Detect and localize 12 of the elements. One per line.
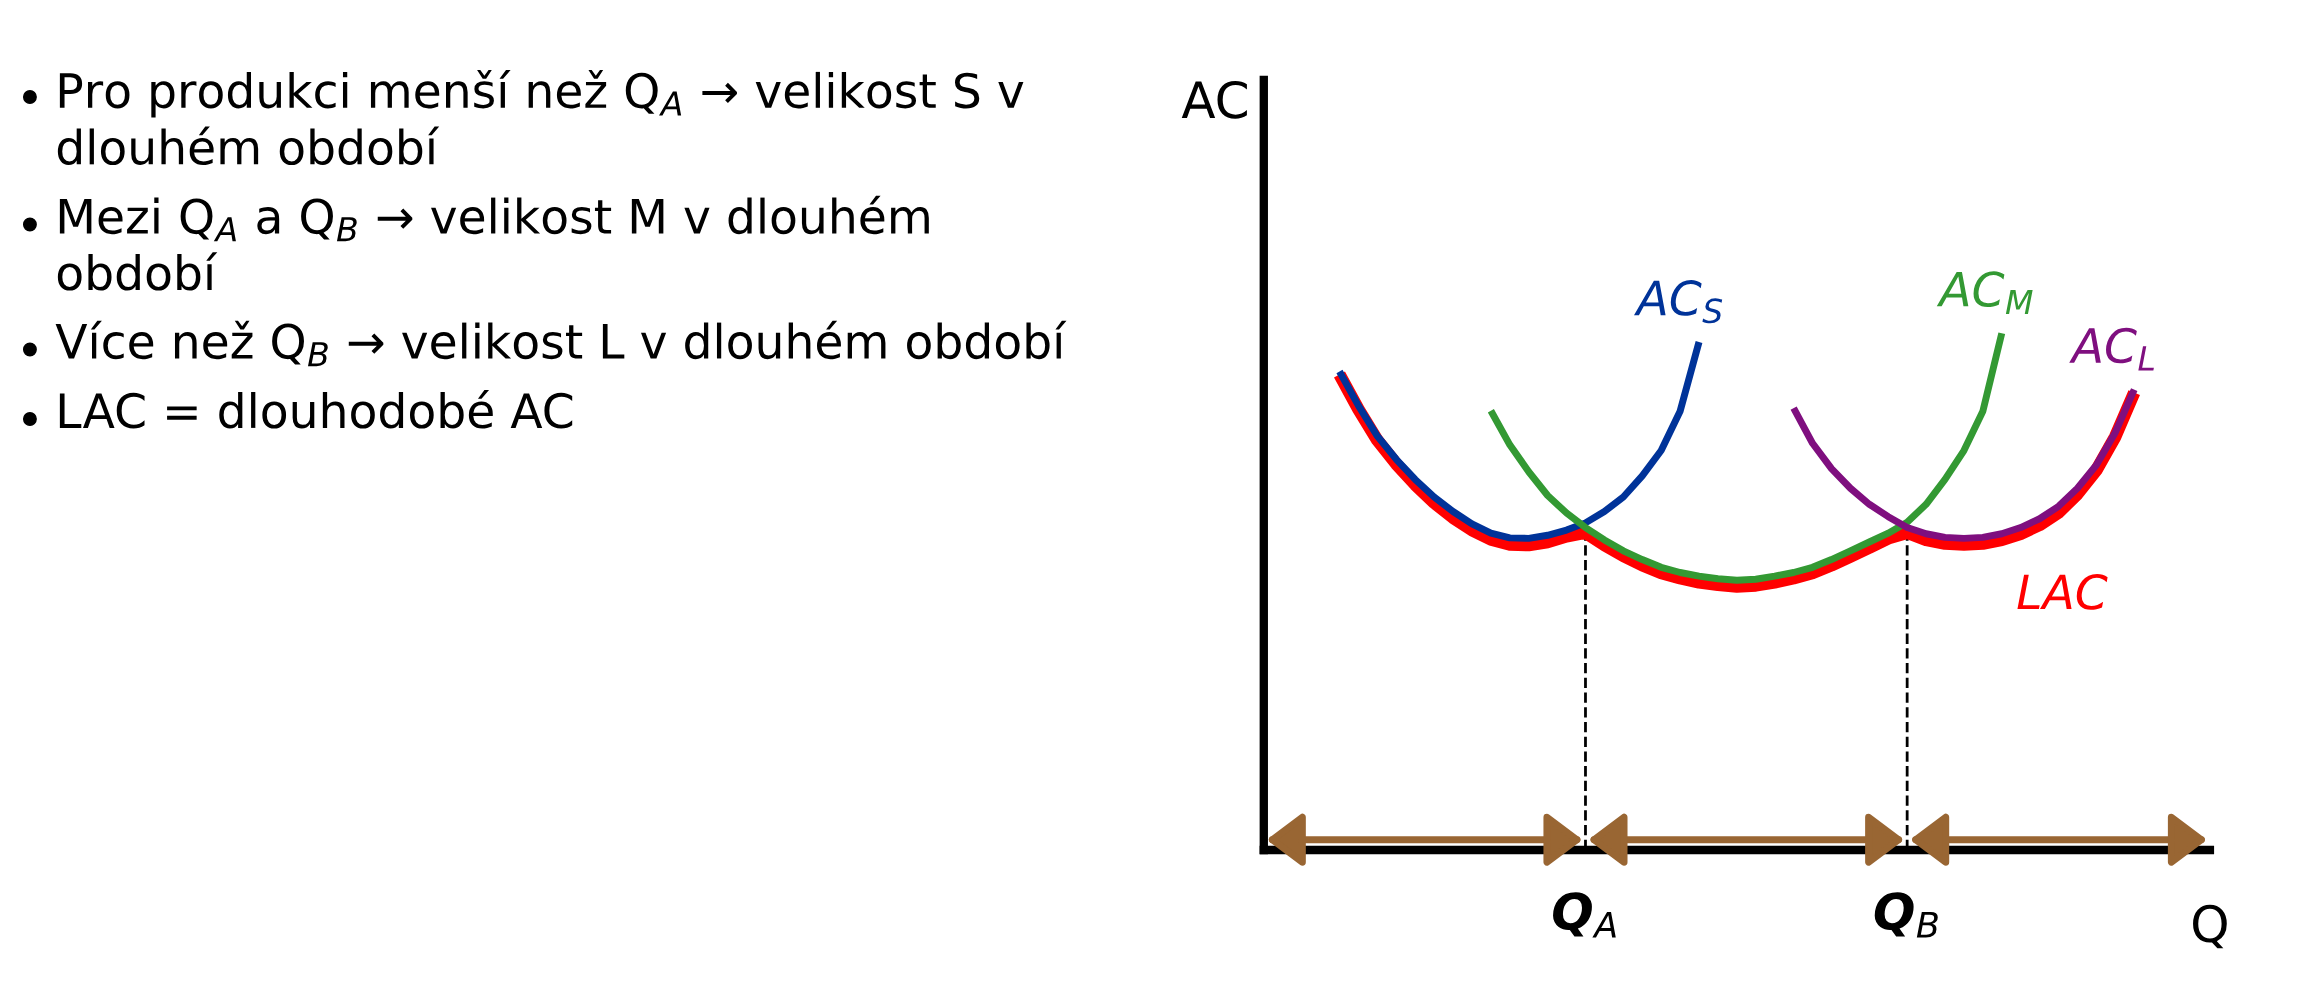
series-label: AC$_{S}$ (1634, 280, 1723, 324)
x-tick-label: Q$_{B}$ (1874, 892, 1938, 938)
series-label: LAC (2017, 574, 2108, 610)
x-axis-title: Q (2193, 904, 2227, 949)
y-axis-title: AC (1181, 80, 1247, 119)
series-label: AC$_{L}$ (2069, 327, 2154, 371)
series-label: AC$_{M}$ (1936, 271, 2033, 315)
text: Více než Q$_{B}$ → velikost L v dlouhém období (55, 320, 1067, 367)
x-tick-label: Q$_{A}$ (1553, 892, 1616, 938)
text: LAC = dlouhodobé AC (59, 390, 573, 429)
text: Pro produkci menší než Q$_{A}$ → velikost S v dlouhém období (57, 70, 1024, 166)
text: Mezi Q$_{A}$ a Q$_{B}$ → velikost M v dlouhém období (57, 195, 929, 291)
